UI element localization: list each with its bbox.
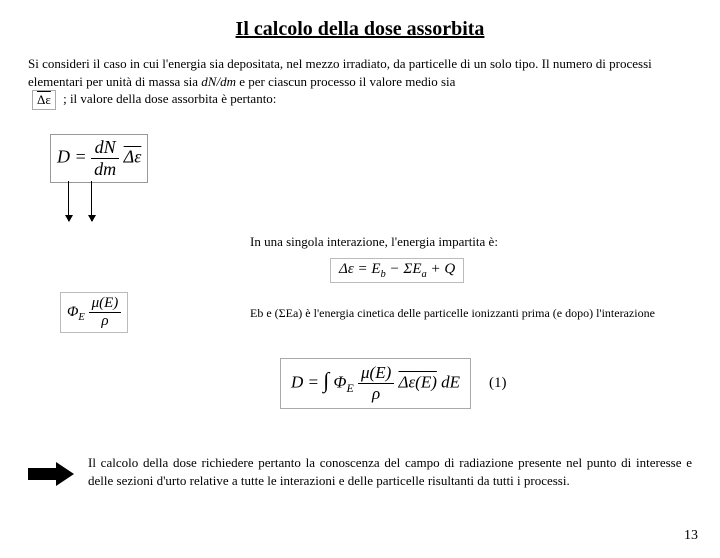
formula3-num: μ(E): [358, 363, 394, 384]
formula-2-container: Δε = Eb − ΣEa + Q: [330, 258, 464, 283]
conclusion-text: Il calcolo della dose richiedere pertant…: [88, 454, 692, 489]
formula1-lhs: D: [57, 147, 70, 167]
phi-formula: ΦE μ(E) ρ: [60, 292, 128, 333]
formula1-fraction: dN dm: [91, 137, 119, 180]
eb-explanation: Eb e (ΣEa) è l'energia cinetica delle pa…: [250, 306, 670, 321]
formula1-rhs: Δε: [124, 147, 142, 167]
arrows-down: [68, 181, 720, 221]
delta-eps-bar-symbol: Δε: [32, 90, 56, 110]
formula1-den: dm: [91, 159, 119, 180]
formula3-deps: Δε(E): [399, 372, 437, 391]
intro-dndm: dN/dm: [201, 74, 236, 89]
right-arrow-icon: [28, 462, 74, 486]
formula3-phi: Φ: [334, 372, 347, 391]
arrow-down-icon: [91, 181, 92, 221]
formula3-phi-sub: E: [346, 381, 353, 395]
mid-text: In una singola interazione, l'energia im…: [250, 234, 670, 250]
phi-lhs: Φ: [67, 304, 78, 320]
formula3-den: ρ: [358, 384, 394, 404]
page-title: Il calcolo della dose assorbita: [0, 18, 720, 41]
intro-text-2: e per ciascun processo il valore medio s…: [236, 74, 455, 89]
formula-1: D = dN dm Δε: [50, 134, 148, 183]
conclusion-container: Il calcolo della dose richiedere pertant…: [28, 454, 692, 489]
formula3-lhs: D =: [291, 372, 323, 391]
delta-eps-overline: Δε: [37, 92, 51, 107]
formula3-dE: dE: [441, 372, 460, 391]
formula1-num: dN: [91, 137, 119, 159]
formula-3: D = ∫ ΦE μ(E) ρ Δε(E) dE: [280, 358, 471, 409]
formula-1-container: D = dN dm Δε: [50, 134, 720, 183]
intro-text-3: ; il valore della dose assorbita è perta…: [63, 91, 276, 106]
arrow-down-icon: [68, 181, 69, 221]
equation-number: (1): [489, 375, 507, 392]
phi-fraction: μ(E) ρ: [89, 295, 122, 330]
formula-2: Δε = Eb − ΣEa + Q: [330, 258, 464, 283]
intro-paragraph: Si consideri il caso in cui l'energia si…: [28, 55, 692, 110]
phi-sub: E: [78, 312, 84, 323]
formula3-fraction: μ(E) ρ: [358, 363, 394, 404]
page-number: 13: [684, 528, 698, 544]
formula-3-container: D = ∫ ΦE μ(E) ρ Δε(E) dE (1): [280, 358, 507, 409]
phi-den: ρ: [89, 313, 122, 330]
phi-num: μ(E): [89, 295, 122, 313]
